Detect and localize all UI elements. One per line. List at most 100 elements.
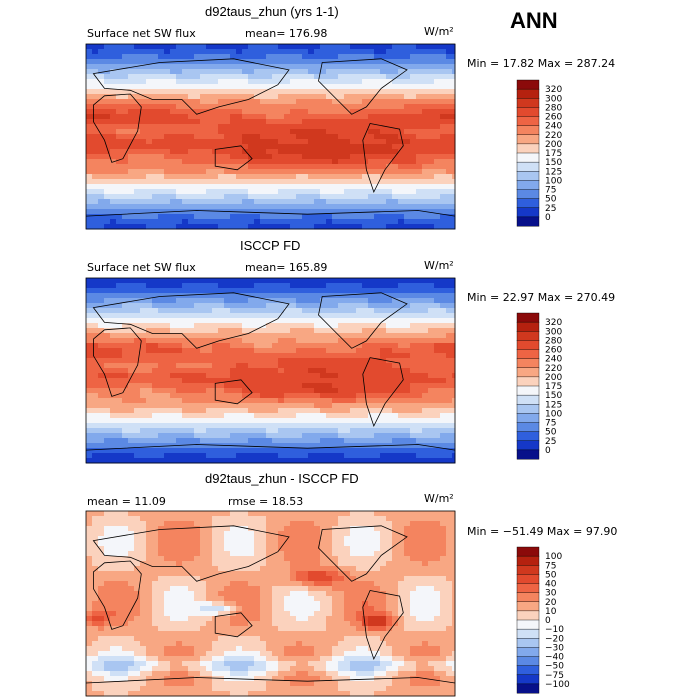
map-cell [338,358,345,364]
map-cell [206,114,213,120]
map-cell [128,318,135,324]
map-cell [176,318,183,324]
map-cell [332,298,339,304]
map-cell [134,348,141,354]
map-cell [236,521,243,527]
map-cell [338,388,345,394]
map-cell [212,219,219,225]
map-cell [188,159,195,165]
map-cell [110,388,117,394]
map-cell [164,219,171,225]
map-cell [152,293,159,299]
map-cell [332,398,339,404]
map-cell [410,214,417,220]
map-cell [230,368,237,374]
map-cell [440,343,447,349]
map-cell [212,189,219,195]
map-cell [446,403,453,409]
map-cell [116,443,123,449]
map-cell [368,423,375,429]
map-cell [128,303,135,309]
map-cell [146,144,153,150]
map-cell [440,363,447,369]
map-cell [140,119,147,125]
map-cell [440,104,447,110]
map-cell [128,363,135,369]
map-cell [416,383,423,389]
map-cell [158,516,165,522]
map-cell [416,378,423,384]
map-cell [200,194,207,200]
map-cell [404,383,411,389]
map-cell [446,338,453,344]
map-cell [128,283,135,289]
map-cell [206,373,213,379]
map-cell [440,373,447,379]
map-cell [308,323,315,329]
map-cell [290,348,297,354]
map-cell [122,516,129,522]
map-cell [200,164,207,170]
map-cell [140,84,147,90]
map-cell [242,114,249,120]
map-cell [182,423,189,429]
map-cell [242,328,249,334]
map-cell [164,433,171,439]
map-cell [176,278,183,284]
map-cell [332,94,339,100]
map-cell [350,49,357,55]
map-cell [398,169,405,175]
map-cell [314,179,321,185]
map-cell [134,209,141,215]
map-cell [188,194,195,200]
map-cell [302,438,309,444]
map-cell [134,313,141,319]
map-cell [170,521,177,527]
map-cell [212,343,219,349]
map-cell [428,433,435,439]
map-cell [368,144,375,150]
map-cell [416,224,423,230]
map-cell [434,169,441,175]
map-cell [146,104,153,110]
map-cell [86,418,93,424]
map-cell [332,433,339,439]
map-cell [260,84,267,90]
map-cell [224,393,231,399]
map-cell [428,413,435,419]
map-cell [194,219,201,225]
map-cell [320,283,327,289]
map-cell [194,283,201,289]
map-cell [182,149,189,155]
map-cell [122,99,129,105]
map-cell [92,119,99,125]
map-cell [152,159,159,165]
map-cell [428,511,435,517]
map-cell [374,303,381,309]
map-cell [230,448,237,454]
map-cell [386,134,393,140]
map-cell [326,516,333,522]
map-cell [92,383,99,389]
map-cell [116,363,123,369]
map-cell [320,144,327,150]
map-cell [206,139,213,145]
map-cell [170,308,177,314]
map-cell [104,328,111,334]
map-cell [200,428,207,434]
map-cell [434,428,441,434]
map-cell [86,373,93,379]
map-cell [386,114,393,120]
map-cell [452,348,456,354]
map-cell [326,99,333,105]
map-cell [386,214,393,220]
map-cell [152,84,159,90]
map-cell [416,219,423,225]
map-cell [452,154,456,160]
map-cell [230,124,237,130]
map-cell [386,119,393,125]
map-cell [146,358,153,364]
map-cell [284,164,291,170]
map-cell [302,526,309,532]
map-cell [122,458,129,464]
